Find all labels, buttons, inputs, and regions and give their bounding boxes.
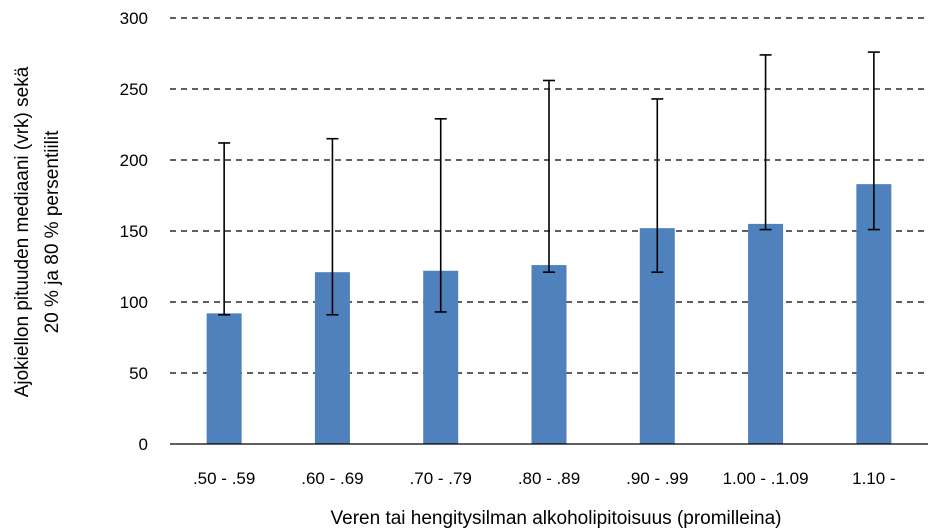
error-bar — [434, 118, 447, 313]
y-tick-label: 0 — [139, 435, 148, 454]
y-axis-title-line-1: Ajokiellon pituuden mediaani (vrk) sekä — [12, 66, 33, 397]
x-tick-label: .90 - .99 — [626, 469, 688, 488]
x-tick-label: .70 - .79 — [410, 469, 472, 488]
x-tick-label: 1.10 - — [852, 469, 895, 488]
y-tick-label: 150 — [120, 222, 148, 241]
bars — [206, 184, 892, 444]
error-bar — [651, 98, 664, 273]
y-tick-label: 50 — [129, 364, 148, 383]
error-bar — [759, 54, 772, 231]
bar — [748, 223, 784, 444]
error-bar — [218, 142, 231, 316]
y-tick-label: 250 — [120, 80, 148, 99]
x-tick-labels: .50 - .59 .60 - .69 .70 - .79 .80 - .89 .90 … — [193, 469, 896, 488]
bar — [531, 265, 567, 444]
error-bar — [867, 51, 880, 231]
x-tick-label: .50 - .59 — [193, 469, 255, 488]
y-tick-label: 100 — [120, 293, 148, 312]
x-tick-label: 1.00 - .1.09 — [723, 469, 809, 488]
bar — [206, 313, 242, 444]
y-tick-labels: 0 50 100 150 200 250 300 — [120, 9, 148, 454]
x-tick-label: .80 - .89 — [518, 469, 580, 488]
y-axis-title-line-2: 20 % ja 80 % persentiilit — [42, 130, 63, 333]
y-axis-title: Ajokiellon pituuden mediaani (vrk) sekä … — [12, 66, 63, 397]
error-bar — [326, 137, 339, 316]
y-tick-label: 200 — [120, 151, 148, 170]
error-bar — [543, 79, 555, 273]
x-axis-title: Veren tai hengitysilman alkoholipitoisuu… — [331, 508, 782, 529]
error-bars — [218, 51, 880, 316]
x-tick-label: .60 - .69 — [301, 469, 363, 488]
y-tick-label: 300 — [120, 9, 148, 28]
